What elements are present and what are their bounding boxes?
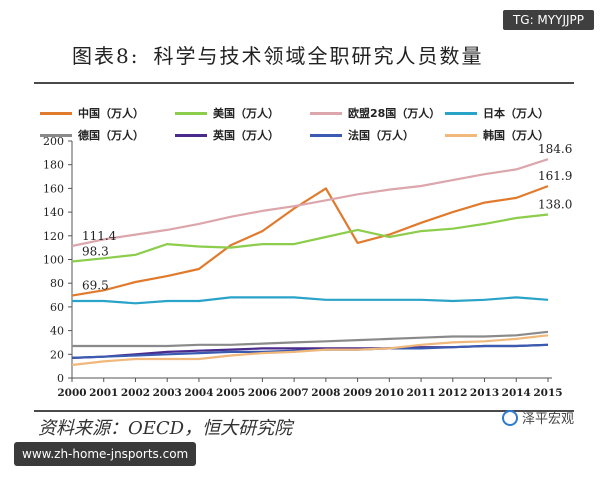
- legend-item: 英国（万人）: [175, 127, 310, 143]
- x-tick-label: 2007: [280, 387, 309, 399]
- legend-swatch: [445, 111, 477, 115]
- legend-label: 日本（万人）: [483, 107, 549, 120]
- legend-label: 法国（万人）: [348, 129, 414, 142]
- x-tick-label: 2001: [89, 387, 118, 399]
- y-tick-label: 120: [43, 230, 64, 243]
- legend-swatch: [175, 133, 207, 137]
- x-tick-label: 2002: [121, 387, 150, 399]
- legend-swatch: [40, 133, 72, 137]
- legend-swatch: [310, 111, 342, 115]
- x-tick-label: 2003: [153, 387, 182, 399]
- x-tick-label: 2006: [248, 387, 277, 399]
- x-tick-label: 2008: [311, 387, 340, 399]
- series-line-7: [71, 334, 549, 367]
- title-divider: [34, 82, 574, 84]
- x-tick-label: 2013: [470, 387, 499, 399]
- series-line-2: [71, 158, 549, 248]
- y-tick-label: 80: [50, 277, 64, 290]
- chart-caption: 图表8:: [72, 44, 140, 68]
- x-tick-label: 2009: [343, 387, 372, 399]
- series-line-0: [71, 185, 549, 297]
- series-line-4: [72, 330, 549, 348]
- data-label: 138.0: [538, 197, 572, 211]
- data-label: 161.9: [538, 169, 572, 183]
- x-tick-label: 2005: [216, 387, 245, 399]
- legend-label: 中国（万人）: [78, 107, 144, 120]
- legend-label: 韩国（万人）: [483, 129, 549, 142]
- series-line-3: [72, 296, 549, 305]
- x-tick-label: 2011: [406, 387, 435, 399]
- data-label: 184.6: [538, 142, 572, 156]
- y-tick-label: 60: [50, 301, 64, 314]
- x-tick-label: 2000: [57, 387, 86, 399]
- legend-item: 德国（万人）: [40, 127, 175, 143]
- watermark-top: TG: MYYJJPP: [502, 10, 594, 30]
- legend-item: 美国（万人）: [175, 105, 310, 121]
- data-label: 111.4: [82, 229, 117, 243]
- y-tick-label: 100: [43, 254, 64, 267]
- brand-name: 泽平宏观: [521, 412, 574, 427]
- y-tick-label: 20: [50, 348, 64, 361]
- chart-legend: 中国（万人） 美国（万人） 欧盟28国（万人） 日本（万人） 德国（万人） 英国（万人） 法…: [40, 105, 580, 143]
- y-tick-label: 180: [43, 159, 64, 172]
- wechat-account-icon: [501, 409, 518, 426]
- legend-item: 韩国（万人）: [445, 127, 580, 143]
- x-tick-label: 2014: [502, 387, 531, 399]
- y-tick-label: 40: [50, 325, 64, 338]
- brand-badge: 泽平宏观: [501, 408, 574, 427]
- legend-item: 中国（万人）: [40, 105, 175, 121]
- y-tick-label: 200: [43, 135, 64, 148]
- legend-swatch: [175, 111, 207, 115]
- legend-label: 美国（万人）: [213, 107, 279, 120]
- x-tick-label: 2015: [533, 387, 562, 399]
- legend-item: 日本（万人）: [445, 105, 580, 121]
- legend-label: 英国（万人）: [213, 129, 279, 142]
- legend-swatch: [310, 133, 342, 137]
- x-tick-label: 2004: [184, 387, 213, 399]
- data-label: 98.3: [82, 245, 109, 259]
- y-tick-label: 140: [43, 206, 64, 219]
- series-line-1: [71, 213, 549, 263]
- legend-item: 欧盟28国（万人）: [310, 105, 445, 121]
- legend-label: 德国（万人）: [78, 129, 144, 142]
- y-tick-label: 160: [43, 182, 64, 195]
- legend-swatch: [445, 133, 477, 137]
- watermark-bottom: www.zh-home-jnsports.com: [14, 442, 197, 466]
- legend-swatch: [40, 111, 72, 115]
- legend-item: 法国（万人）: [310, 127, 445, 143]
- data-label: 69.5: [82, 279, 109, 293]
- y-tick-label: 0: [57, 372, 64, 385]
- legend-label: 欧盟28国（万人）: [348, 107, 441, 120]
- source-note: 资料来源：OECD，恒大研究院: [38, 418, 293, 439]
- source-divider: [34, 410, 574, 412]
- chart-title-text: 科学与技术领域全职研究人员数量: [153, 44, 484, 68]
- chart-title: 图表8: 科学与技术领域全职研究人员数量: [72, 40, 483, 69]
- x-tick-label: 2012: [438, 387, 467, 399]
- x-tick-label: 2010: [375, 387, 404, 399]
